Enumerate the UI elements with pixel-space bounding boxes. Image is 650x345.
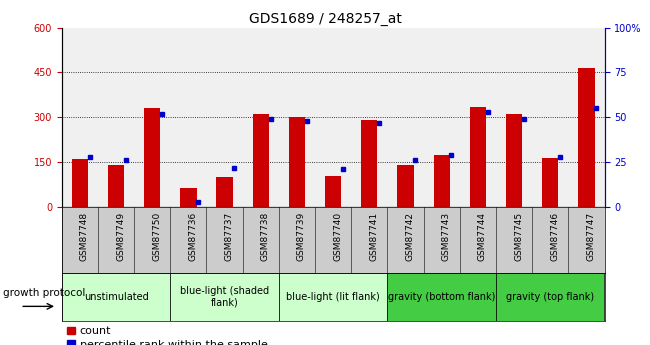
- Bar: [144, 108, 161, 207]
- Bar: [216, 177, 233, 207]
- Text: GSM87749: GSM87749: [116, 212, 125, 262]
- Text: GSM87748: GSM87748: [80, 212, 89, 262]
- Bar: [397, 165, 413, 207]
- Text: GSM87738: GSM87738: [261, 212, 270, 262]
- Bar: [506, 114, 522, 207]
- Text: GDS1689 / 248257_at: GDS1689 / 248257_at: [248, 12, 402, 26]
- Text: GSM87746: GSM87746: [550, 212, 559, 262]
- Bar: [325, 176, 341, 207]
- Bar: [180, 188, 196, 207]
- Bar: [496, 273, 604, 321]
- Text: growth protocol: growth protocol: [3, 288, 86, 298]
- Bar: [387, 273, 496, 321]
- Bar: [578, 68, 595, 207]
- Bar: [108, 165, 124, 207]
- Text: unstimulated: unstimulated: [84, 292, 148, 302]
- Text: GSM87740: GSM87740: [333, 212, 342, 262]
- Text: blue-light (shaded
flank): blue-light (shaded flank): [180, 286, 269, 307]
- Bar: [542, 158, 558, 207]
- Bar: [470, 107, 486, 207]
- Bar: [289, 117, 305, 207]
- Text: gravity (bottom flank): gravity (bottom flank): [388, 292, 495, 302]
- Text: blue-light (lit flank): blue-light (lit flank): [286, 292, 380, 302]
- Bar: [72, 159, 88, 207]
- Text: GSM87739: GSM87739: [297, 212, 306, 262]
- Legend: count, percentile rank within the sample: count, percentile rank within the sample: [68, 326, 267, 345]
- Bar: [253, 114, 269, 207]
- Text: GSM87743: GSM87743: [441, 212, 450, 262]
- Bar: [62, 273, 170, 321]
- Text: GSM87742: GSM87742: [406, 212, 415, 261]
- Text: GSM87736: GSM87736: [188, 212, 198, 262]
- Bar: [170, 273, 279, 321]
- Text: GSM87741: GSM87741: [369, 212, 378, 262]
- Bar: [279, 273, 387, 321]
- Text: GSM87745: GSM87745: [514, 212, 523, 262]
- Text: GSM87737: GSM87737: [225, 212, 233, 262]
- Text: GSM87744: GSM87744: [478, 212, 487, 261]
- Text: GSM87750: GSM87750: [152, 212, 161, 262]
- Bar: [434, 155, 450, 207]
- Text: GSM87747: GSM87747: [586, 212, 595, 262]
- Bar: [361, 120, 378, 207]
- Text: gravity (top flank): gravity (top flank): [506, 292, 594, 302]
